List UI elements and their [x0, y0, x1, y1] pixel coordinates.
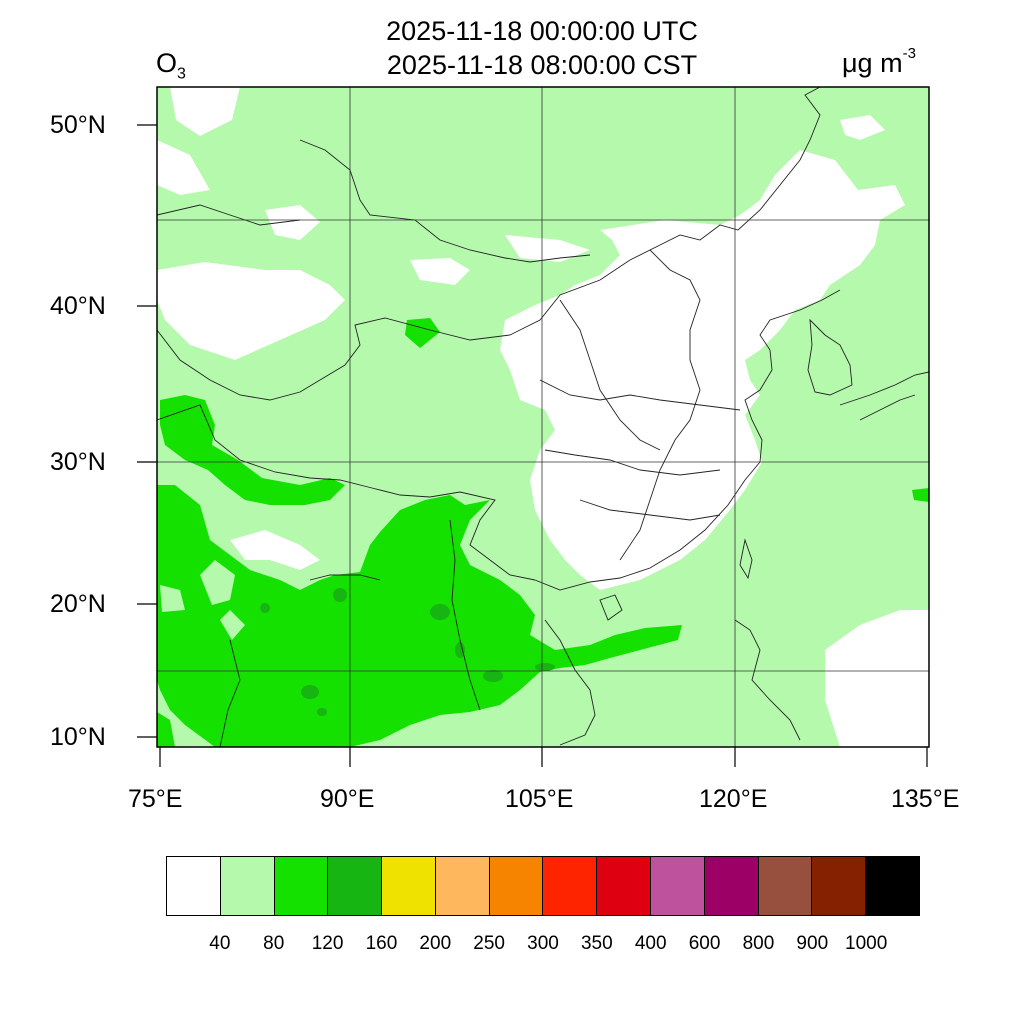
lon-label-75: 75°E	[128, 785, 183, 813]
colorbar-label: 300	[527, 933, 559, 954]
colorbar-swatch	[812, 857, 867, 915]
colorbar-label: 400	[634, 933, 667, 954]
lat-label-30: 30°N	[50, 448, 106, 476]
colorbar-swatch	[704, 857, 759, 915]
colorbar-label: 120	[311, 933, 344, 954]
colorbar-label: 40	[209, 933, 231, 954]
field-lightgreen-inset	[160, 548, 352, 640]
colorbar-swatch	[220, 857, 275, 915]
colorbar-label: 350	[580, 933, 613, 954]
colorbar-label: 250	[473, 933, 505, 954]
graticule	[157, 87, 929, 747]
field-white-regions	[157, 87, 929, 747]
lon-label-105: 105°E	[505, 785, 574, 813]
lat-label-40: 40°N	[50, 292, 106, 320]
colorbar-label: 1000	[845, 933, 888, 954]
colorbar-swatch	[543, 857, 598, 915]
colorbar-label: 200	[419, 933, 452, 954]
colorbar-swatch	[167, 857, 221, 915]
colorbar-label: 160	[365, 933, 398, 954]
lat-label-20: 20°N	[50, 590, 106, 618]
colorbar-swatch	[382, 857, 436, 915]
colorbar-label: 80	[263, 933, 285, 954]
colorbar-swatch	[489, 857, 544, 915]
lat-label-10: 10°N	[50, 723, 106, 751]
title-cst: 2025-11-18 08:00:00 CST	[386, 50, 698, 80]
colorbar-swatch	[758, 857, 813, 915]
colorbar-swatch	[651, 857, 705, 915]
colorbar-label: 800	[742, 933, 775, 954]
colorbar-label: 600	[688, 933, 721, 954]
colorbar-swatch	[274, 857, 329, 915]
lon-label-135: 135°E	[891, 785, 960, 813]
boundary-lines	[157, 87, 929, 747]
lat-label-50: 50°N	[50, 111, 106, 139]
map-frame	[156, 86, 930, 748]
colorbar-swatch	[328, 857, 383, 915]
lon-label-90: 90°E	[320, 785, 375, 813]
variable-label: O3	[156, 48, 186, 83]
lon-label-120: 120°E	[699, 785, 768, 813]
units-label: μg m-3	[842, 45, 916, 78]
colorbar-swatch	[435, 857, 490, 915]
axis-ticks	[137, 124, 928, 767]
colorbar-swatch	[866, 857, 919, 915]
title-utc: 2025-11-18 00:00:00 UTC	[386, 16, 698, 46]
field-darkgreen-regions	[260, 588, 555, 716]
colorbar-label: 900	[796, 933, 829, 954]
colorbar-swatch	[597, 857, 652, 915]
colorbar	[166, 856, 920, 916]
